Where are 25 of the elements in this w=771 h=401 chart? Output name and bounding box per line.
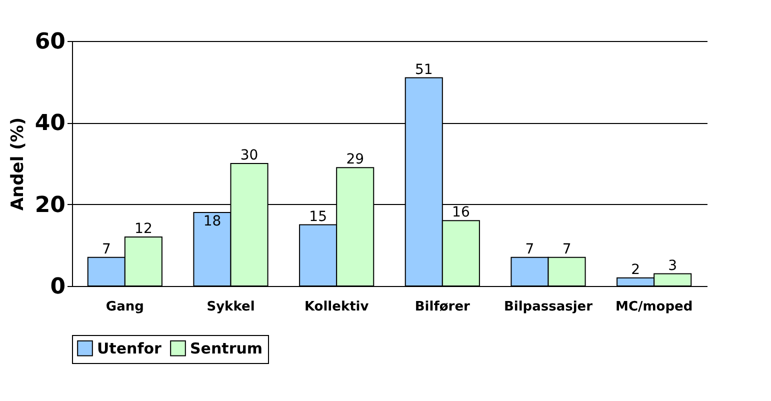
legend-label: Sentrum: [190, 339, 263, 358]
y-tick-label: 40: [34, 111, 66, 136]
data-label: 7: [562, 241, 572, 258]
x-tick-label: Bilfører: [414, 300, 471, 314]
x-tick-label: Kollektiv: [304, 300, 370, 314]
data-label: 15: [309, 208, 327, 225]
x-tick-label: Gang: [106, 300, 144, 314]
x-tick-label: Bilpassasjer: [504, 300, 594, 314]
data-label: 18: [203, 214, 222, 230]
data-label: 51: [414, 62, 433, 78]
data-label: 29: [346, 152, 364, 168]
data-label: 2: [631, 262, 640, 278]
legend-label: Utenfor: [97, 339, 162, 358]
y-tick-label: 20: [34, 192, 66, 218]
y-axis-title: Andel (%): [8, 117, 28, 211]
data-label: 30: [240, 148, 258, 164]
y-tick-label: 0: [50, 274, 66, 300]
data-label: 16: [452, 204, 470, 221]
y-tick-label: 60: [34, 30, 66, 54]
data-label: 3: [668, 258, 678, 274]
x-tick-label: Sykkel: [206, 300, 255, 314]
data-label: 7: [525, 241, 534, 258]
data-label: 7: [102, 241, 111, 258]
x-tick-label: MC/moped: [616, 300, 693, 314]
data-label: 12: [134, 221, 152, 237]
